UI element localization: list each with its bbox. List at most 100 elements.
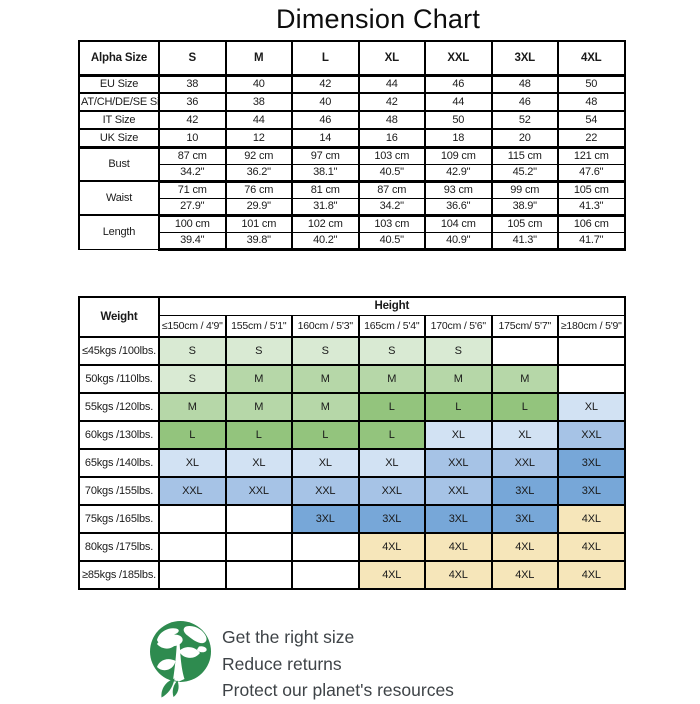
measure-cell-inch: 34.2" (357, 197, 426, 217)
fit-size-cell: XXL (490, 448, 559, 478)
size-cell: 18 (424, 128, 493, 149)
fit-empty-cell (224, 532, 293, 562)
size-cell: 54 (557, 110, 626, 130)
fit-size-cell: XXL (158, 476, 227, 506)
fit-empty-cell (158, 560, 227, 590)
measure-cell-inch: 36.6" (424, 197, 493, 217)
measure-cell-inch: 41.3" (557, 197, 626, 217)
measure-cell-inch: 36.2" (224, 163, 293, 183)
fit-size-cell: XXL (557, 420, 626, 450)
fit-size-cell: XL (357, 448, 426, 478)
measure-cell-inch: 39.8" (224, 231, 293, 251)
size-cell: 46 (291, 110, 360, 130)
fit-size-cell: M (357, 364, 426, 394)
fit-row: 80kgs /175lbs. 4XL 4XL 4XL 4XL (78, 532, 626, 562)
fit-size-cell: 4XL (490, 532, 559, 562)
size-cell: 48 (357, 110, 426, 130)
measure-cell-cm: 99 cm (490, 180, 559, 199)
size-cell: 42 (158, 110, 227, 130)
fit-size-cell: XXL (424, 448, 493, 478)
fit-size-cell: L (490, 392, 559, 422)
weight-row-label: 60kgs /130lbs. (78, 420, 160, 450)
fit-size-cell: XL (224, 448, 293, 478)
size-cell: 20 (490, 128, 559, 149)
weight-row-label: 55kgs /120lbs. (78, 392, 160, 422)
fit-size-cell: S (291, 336, 360, 366)
height-group-header: Height (158, 296, 626, 316)
size-cell: 42 (357, 92, 426, 112)
fit-size-cell: 3XL (557, 448, 626, 478)
measure-cell-cm: 76 cm (224, 180, 293, 199)
size-cell: 40 (224, 74, 293, 94)
size-cell: 10 (158, 128, 227, 149)
size-row: UK Size 10 12 14 16 18 20 22 (78, 128, 626, 149)
size-cell: 38 (158, 74, 227, 94)
measure-row-inch: 39.4" 39.8" 40.2" 40.5" 40.9" 41.3" 41.7" (79, 231, 626, 251)
eco-note: Get the right size Reduce returns Protec… (147, 619, 454, 704)
fit-size-cell: L (357, 420, 426, 450)
size-cell: 12 (224, 128, 293, 149)
height-column-header: 170cm / 5'6" (424, 314, 493, 338)
weight-row-label: 70kgs /155lbs. (78, 476, 160, 506)
size-column-header: XXL (424, 40, 493, 77)
alpha-size-corner-header: Alpha Size (78, 40, 160, 77)
fit-size-cell: 4XL (357, 560, 426, 590)
height-column-header: ≤150cm / 4'9" (158, 314, 227, 338)
fit-size-cell: 4XL (424, 560, 493, 590)
fit-size-cell: M (224, 392, 293, 422)
height-column-header: 155cm / 5'1" (224, 314, 293, 338)
size-cell: 48 (557, 92, 626, 112)
measure-cell-inch: 45.2" (490, 163, 559, 183)
fit-size-cell: 4XL (557, 560, 626, 590)
size-column-header: XL (357, 40, 426, 77)
measure-cell-cm: 109 cm (424, 146, 493, 165)
fit-table-height-title-row: Weight Height (78, 296, 626, 338)
fit-size-cell: 4XL (557, 532, 626, 562)
fit-size-cell: XL (424, 420, 493, 450)
size-cell: 46 (490, 92, 559, 112)
size-row-label: IT Size (78, 110, 160, 130)
fit-size-cell: M (158, 392, 227, 422)
weight-row-label: 75kgs /165lbs. (78, 504, 160, 534)
measure-cell-cm: 115 cm (490, 146, 559, 165)
fit-table: Weight Height ≤150cm / 4'9" 155cm / 5'1" 1… (78, 296, 626, 590)
size-column-header: 4XL (557, 40, 626, 77)
weight-row-label: 65kgs /140lbs. (78, 448, 160, 478)
page-title: Dimension Chart (275, 4, 481, 34)
measure-cell-inch: 34.2" (158, 163, 227, 183)
measure-cell-inch: 31.8" (291, 197, 360, 217)
size-row: AT/CH/DE/SE Size36384042444648 (78, 92, 626, 112)
measure-row-inch: 34.2" 36.2" 38.1" 40.5" 42.9" 45.2" 47.6" (79, 163, 626, 183)
fit-size-cell: M (224, 364, 293, 394)
eco-line-1: Get the right size (222, 627, 355, 647)
measure-cell-cm: 92 cm (224, 146, 293, 165)
weight-row-label: ≤45kgs /100lbs. (78, 336, 160, 366)
fit-size-cell: S (224, 336, 293, 366)
height-column-header: ≥180cm / 5'9" (557, 314, 626, 338)
size-column-header: M (224, 40, 293, 77)
fit-size-cell: 3XL (490, 504, 559, 534)
size-cell: 42 (291, 74, 360, 94)
fit-size-cell: 4XL (357, 532, 426, 562)
fit-size-cell: 4XL (557, 504, 626, 534)
measure-cell-cm: 101 cm (224, 214, 293, 233)
fit-empty-cell (224, 504, 293, 534)
weight-row-label: ≥85kgs /185lbs. (78, 560, 160, 590)
fit-size-cell: L (224, 420, 293, 450)
measure-row-inch: 27.9" 29.9" 31.8" 34.2" 36.6" 38.9" 41.3" (79, 197, 626, 217)
fit-size-cell: XXL (357, 476, 426, 506)
measure-cell-inch: 47.6" (557, 163, 626, 183)
size-cell: 40 (291, 92, 360, 112)
fit-size-cell: XXL (224, 476, 293, 506)
size-row: EU Size 38 40 42 44 46 48 50 (78, 74, 626, 94)
measure-cell-cm: 103 cm (357, 146, 426, 165)
size-cell: 48 (490, 74, 559, 94)
measure-row-cm: Waist 71 cm 76 cm 81 cm 87 cm 93 cm 99 cm 105 c… (78, 180, 626, 216)
fit-size-cell: L (357, 392, 426, 422)
fit-empty-cell (224, 560, 293, 590)
size-row-label: UK Size (78, 128, 160, 149)
measure-cell-inch: 29.9" (224, 197, 293, 217)
measure-cell-cm: 93 cm (424, 180, 493, 199)
earth-plant-icon (150, 621, 211, 698)
size-cell: 50 (424, 110, 493, 130)
